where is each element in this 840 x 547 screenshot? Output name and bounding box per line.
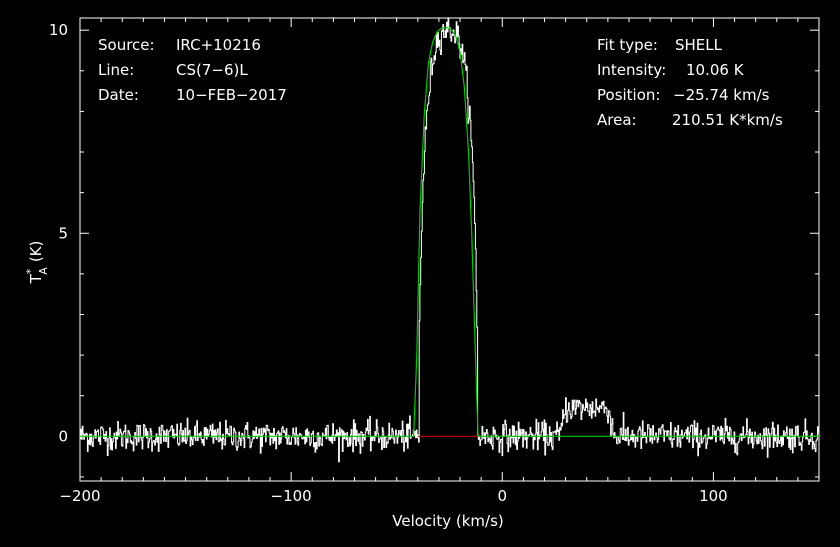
info-right: Fit type: SHELL Intensity: 10.06 K Posit…	[597, 36, 783, 129]
position-value: −25.74 km/s	[673, 86, 770, 104]
axis-ticks: −200 −100 0 100 0 5 10	[49, 18, 820, 505]
date-key: Date:	[98, 86, 139, 104]
y-axis-label-sub: A	[37, 267, 50, 275]
svg-text:T*A(K): T*A (K)	[24, 241, 50, 285]
y-tick-label: 0	[58, 427, 68, 445]
x-tick-label: 100	[699, 487, 728, 505]
source-key: Source:	[98, 36, 155, 54]
y-axis-label-sup: *	[24, 268, 37, 274]
x-tick-label: −200	[59, 487, 100, 505]
plot-frame	[79, 17, 820, 482]
area-value: 210.51 K*km/s	[672, 111, 783, 129]
info-left: Source: IRC+10216 Line: CS(7−6)L Date: 1…	[98, 36, 287, 104]
position-key: Position:	[597, 86, 660, 104]
intensity-key: Intensity:	[597, 61, 666, 79]
date-value: 10−FEB−2017	[176, 86, 287, 104]
x-axis-label: Velocity (km/s)	[392, 512, 503, 530]
area-key: Area:	[597, 111, 637, 129]
spectrum-line	[80, 17, 820, 463]
y-tick-label: 10	[49, 21, 68, 39]
fit-type-key: Fit type:	[597, 36, 658, 54]
line-key: Line:	[98, 61, 134, 79]
source-value: IRC+10216	[176, 36, 261, 54]
axes-frame	[79, 17, 820, 482]
intensity-value: 10.06 K	[686, 61, 745, 79]
spectrum-data	[80, 17, 820, 463]
x-tick-label: −100	[271, 487, 312, 505]
fit-line	[80, 27, 819, 437]
y-axis-label: T*A (K)	[24, 241, 50, 285]
y-tick-label: 5	[58, 224, 68, 242]
x-tick-label: 0	[498, 487, 508, 505]
line-value: CS(7−6)L	[176, 61, 248, 79]
fit-type-value: SHELL	[675, 36, 723, 54]
y-axis-label-unit: (K)	[27, 241, 45, 263]
y-axis-label-main: T	[27, 273, 45, 284]
